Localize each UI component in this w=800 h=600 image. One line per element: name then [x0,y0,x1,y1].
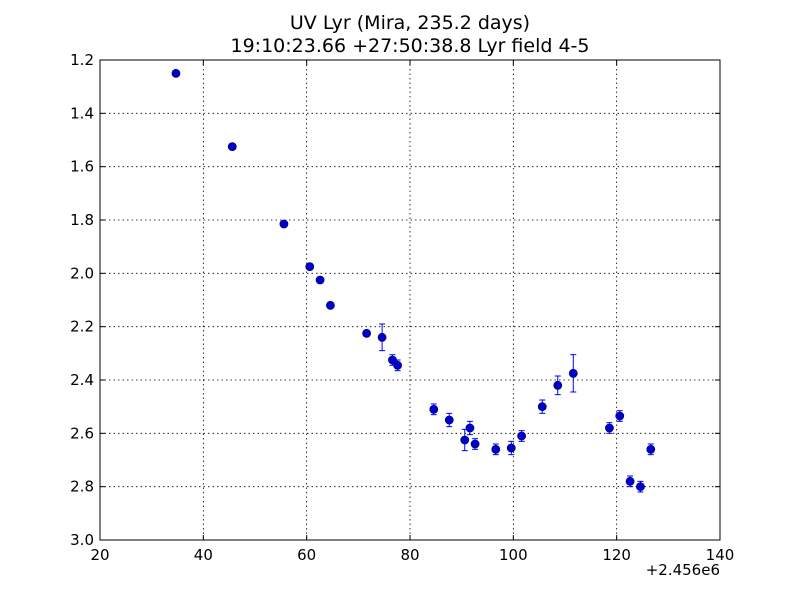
data-point [568,368,578,378]
y-tick-label: 1.2 [70,51,94,69]
data-point [517,431,526,441]
data-point [491,444,501,454]
data-point [429,404,439,414]
plot-area-frame [99,59,721,541]
y-tick-label: 2.0 [70,264,94,282]
x-tick-label: 120 [602,546,631,564]
data-point [553,380,563,390]
data-point [506,443,516,453]
x-tick-label: 100 [499,546,528,564]
x-axis-offset-label: +2.456e6 [646,561,720,579]
grid [100,60,720,540]
data-points [171,68,656,492]
error-bars [280,220,654,493]
data-point [465,423,475,433]
data-point [227,142,237,152]
data-point [315,275,325,285]
y-tick-label: 2.4 [70,371,94,389]
data-point [460,435,470,445]
data-point [305,262,315,272]
chart-subtitle: 19:10:23.66 +27:50:38.8 Lyr field 4-5 [230,35,589,57]
data-point [326,300,335,310]
y-tick-label: 1.6 [70,158,94,176]
data-point [171,68,181,78]
data-point [377,332,387,342]
data-point [636,482,645,492]
data-point [615,411,625,421]
x-tick-label: 40 [194,546,213,564]
data-point [625,476,635,486]
data-point [605,423,614,433]
y-tick-label: 2.8 [70,478,94,496]
x-tick-label: 80 [400,546,419,564]
y-tick-label: 2.2 [70,318,94,336]
x-tick-label: 60 [297,546,316,564]
data-point [470,439,480,449]
data-point [388,355,397,365]
data-point [362,328,372,338]
x-tick-label: 20 [90,546,109,564]
tick-labels: 20 40 60 80 100 120 140 1.2 1.4 1.6 1.8 2.0 2.2 2.4 2.… [70,51,734,564]
data-point [279,219,289,229]
data-point [646,444,656,454]
data-point [393,360,403,370]
chart-title: UV Lyr (Mira, 235.2 days) [290,12,530,34]
data-point [444,415,454,425]
y-tick-label: 3.0 [70,531,94,549]
data-point [537,402,547,412]
x-tick-label: 140 [706,546,735,564]
y-tick-label: 1.4 [70,104,94,122]
y-tick-label: 1.8 [70,211,94,229]
y-tick-label: 2.6 [70,424,94,442]
